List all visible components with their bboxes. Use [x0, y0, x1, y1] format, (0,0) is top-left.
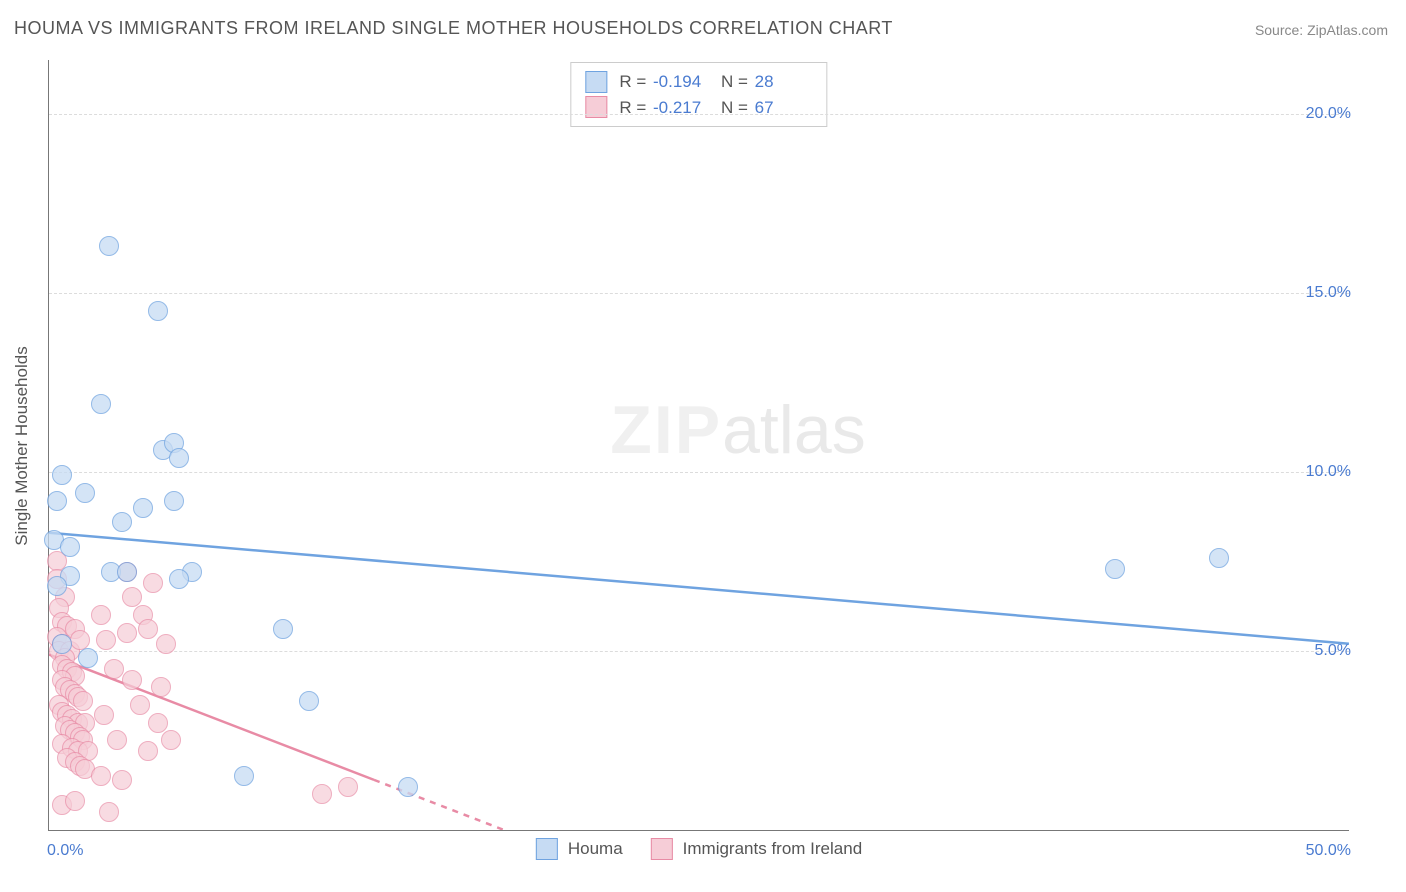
data-point	[117, 623, 137, 643]
data-point	[133, 498, 153, 518]
swatch-icon	[651, 838, 673, 860]
data-point	[112, 770, 132, 790]
n-value-0: 28	[755, 69, 813, 95]
data-point	[104, 659, 124, 679]
bottom-legend: Houma Immigrants from Ireland	[536, 838, 862, 860]
stats-legend: R = -0.194 N = 28 R = -0.217 N = 67	[570, 62, 827, 127]
gridline	[49, 651, 1349, 652]
swatch-icon	[536, 838, 558, 860]
data-point	[47, 576, 67, 596]
gridline	[49, 472, 1349, 473]
r-value-1: -0.217	[653, 95, 711, 121]
swatch-icon	[585, 96, 607, 118]
data-point	[161, 730, 181, 750]
data-point	[107, 730, 127, 750]
n-label: N =	[721, 72, 748, 91]
data-point	[138, 619, 158, 639]
data-point	[91, 394, 111, 414]
r-label: R =	[619, 72, 646, 91]
data-point	[1209, 548, 1229, 568]
data-point	[312, 784, 332, 804]
data-point	[299, 691, 319, 711]
watermark-zip: ZIP	[610, 392, 722, 468]
legend-label-0: Houma	[568, 839, 623, 859]
data-point	[138, 741, 158, 761]
r-value-0: -0.194	[653, 69, 711, 95]
watermark-atlas: atlas	[722, 392, 866, 468]
data-point	[52, 634, 72, 654]
data-point	[78, 648, 98, 668]
data-point	[60, 537, 80, 557]
x-tick-label: 0.0%	[47, 842, 83, 860]
plot-area: ZIPatlas R = -0.194 N = 28 R = -0.217 N …	[48, 60, 1349, 831]
stats-row-1: R = -0.217 N = 67	[585, 95, 812, 121]
legend-item-1: Immigrants from Ireland	[651, 838, 863, 860]
data-point	[122, 587, 142, 607]
y-tick-label: 15.0%	[1306, 284, 1351, 302]
data-point	[234, 766, 254, 786]
source-label: Source: ZipAtlas.com	[1255, 22, 1388, 38]
data-point	[164, 491, 184, 511]
n-value-1: 67	[755, 95, 813, 121]
data-point	[143, 573, 163, 593]
gridline	[49, 293, 1349, 294]
data-point	[99, 802, 119, 822]
legend-item-0: Houma	[536, 838, 623, 860]
data-point	[398, 777, 418, 797]
stats-row-0: R = -0.194 N = 28	[585, 69, 812, 95]
data-point	[117, 562, 137, 582]
y-tick-label: 5.0%	[1315, 642, 1351, 660]
data-point	[47, 491, 67, 511]
data-point	[156, 634, 176, 654]
data-point	[52, 465, 72, 485]
data-point	[130, 695, 150, 715]
data-point	[151, 677, 171, 697]
data-point	[122, 670, 142, 690]
data-point	[65, 791, 85, 811]
data-point	[169, 569, 189, 589]
swatch-icon	[585, 71, 607, 93]
data-point	[73, 691, 93, 711]
y-axis-label: Single Mother Households	[12, 346, 32, 545]
data-point	[99, 236, 119, 256]
chart-title: HOUMA VS IMMIGRANTS FROM IRELAND SINGLE …	[14, 18, 893, 39]
data-point	[91, 605, 111, 625]
y-tick-label: 20.0%	[1306, 105, 1351, 123]
data-point	[96, 630, 116, 650]
data-point	[169, 448, 189, 468]
legend-label-1: Immigrants from Ireland	[683, 839, 863, 859]
watermark: ZIPatlas	[610, 391, 865, 469]
data-point	[148, 713, 168, 733]
gridline	[49, 114, 1349, 115]
data-point	[338, 777, 358, 797]
trend-lines	[49, 60, 1349, 830]
chart-container: HOUMA VS IMMIGRANTS FROM IRELAND SINGLE …	[0, 0, 1406, 892]
data-point	[75, 483, 95, 503]
y-tick-label: 10.0%	[1306, 463, 1351, 481]
data-point	[1105, 559, 1125, 579]
data-point	[94, 705, 114, 725]
data-point	[148, 301, 168, 321]
data-point	[112, 512, 132, 532]
data-point	[91, 766, 111, 786]
x-tick-label: 50.0%	[1306, 842, 1351, 860]
data-point	[273, 619, 293, 639]
